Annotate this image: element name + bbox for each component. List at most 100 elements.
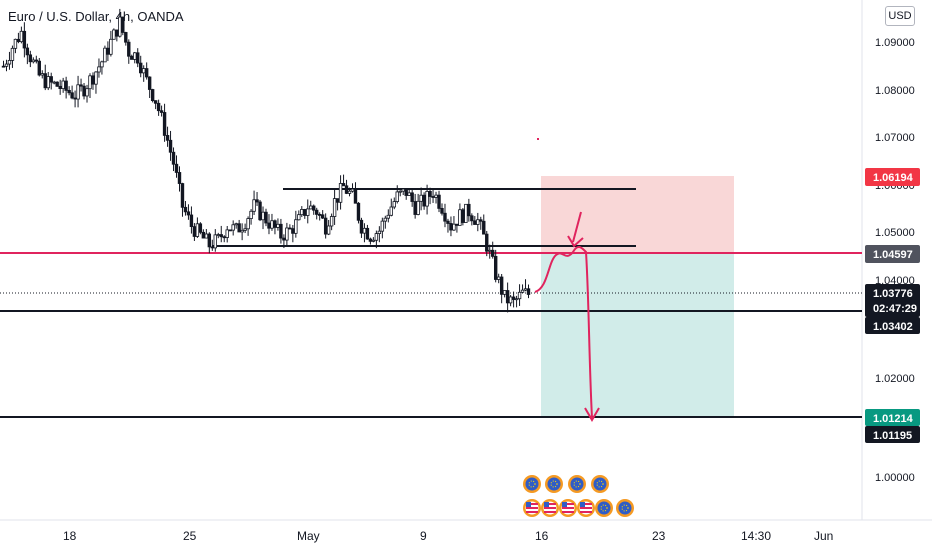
event-icons[interactable]	[523, 475, 634, 517]
projection-arrow-head	[584, 407, 600, 422]
price-badge-label: 1.01214	[873, 413, 914, 425]
candle-body	[255, 199, 259, 203]
candle-body	[10, 47, 15, 61]
candle-body	[156, 102, 161, 112]
candle-body	[88, 75, 92, 90]
candle-body	[368, 238, 373, 242]
eu-flag-icon[interactable]	[591, 475, 609, 493]
candle-body	[7, 60, 12, 65]
x-tick-label: 25	[183, 529, 197, 543]
candle-body	[162, 112, 167, 136]
candle-body	[124, 32, 128, 43]
candle-body	[416, 200, 420, 215]
candle-body	[13, 38, 18, 49]
candle-body	[464, 203, 468, 223]
candle-body	[19, 30, 24, 43]
candle-body	[332, 198, 337, 217]
x-tick-label: 23	[652, 529, 666, 543]
eu-flag-icon[interactable]	[523, 475, 541, 493]
x-tick-label: Jun	[814, 529, 833, 543]
candle-body	[362, 227, 367, 234]
us-flag-icon[interactable]	[577, 499, 595, 517]
candle-body	[216, 234, 220, 236]
price-badge-target-2: 1.01195	[865, 426, 920, 443]
x-tick-label: 9	[420, 529, 427, 543]
eu-flag-icon[interactable]	[545, 475, 563, 493]
candle-body	[222, 236, 226, 239]
candle-body	[461, 209, 465, 223]
candle-body	[449, 223, 453, 231]
candles-group	[1, 8, 531, 313]
candle-body	[467, 203, 471, 217]
candle-body	[347, 190, 352, 194]
candle-body	[288, 227, 292, 230]
candle-body	[523, 288, 528, 291]
candle-body	[496, 276, 501, 280]
candle-body	[207, 233, 212, 248]
candle-body	[147, 76, 152, 90]
candle-body	[76, 84, 80, 100]
candle-body	[115, 29, 119, 37]
y-tick-label: 1.05000	[875, 227, 915, 239]
candle-body	[243, 228, 247, 231]
candle-body	[505, 290, 510, 304]
candle-body	[139, 62, 143, 74]
projection-arrow-down-small	[567, 211, 584, 248]
candle-body	[273, 220, 277, 228]
candle-body	[103, 47, 107, 63]
take-profit-zone[interactable]	[541, 254, 734, 418]
candle-body	[58, 85, 62, 89]
candle-body	[249, 210, 253, 220]
candle-body	[479, 219, 483, 222]
candle-body	[419, 194, 423, 202]
price-badge-current: 1.03776 02:47:29	[865, 284, 920, 317]
candle-body	[341, 183, 346, 187]
candle-body	[79, 84, 83, 87]
projection-path[interactable]	[534, 245, 593, 419]
stop-loss-zone[interactable]	[541, 176, 734, 254]
candle-body	[112, 29, 116, 40]
marker-dot	[537, 138, 539, 140]
candle-body	[353, 188, 358, 204]
candle-body	[252, 199, 256, 212]
us-flag-icon[interactable]	[523, 499, 541, 517]
candle-body	[210, 246, 215, 249]
candle-body	[309, 205, 313, 210]
candle-body	[159, 110, 164, 113]
candle-body	[201, 231, 206, 239]
candle-body	[28, 54, 33, 63]
candle-body	[153, 100, 158, 104]
price-badge-label: 1.01195	[873, 430, 912, 442]
candle-body	[502, 290, 507, 295]
eu-flag-icon[interactable]	[595, 499, 613, 517]
candle-body	[186, 211, 191, 216]
candle-body	[374, 233, 379, 241]
candle-body	[225, 229, 229, 238]
candle-body	[431, 196, 435, 198]
us-flag-icon[interactable]	[541, 499, 559, 517]
candle-body	[192, 226, 197, 237]
candle-body	[231, 224, 235, 231]
candle-body	[141, 68, 146, 74]
eu-flag-icon[interactable]	[568, 475, 586, 493]
eu-flag-icon[interactable]	[616, 499, 634, 517]
candle-body	[344, 185, 349, 194]
candle-body	[297, 214, 301, 221]
candle-body	[282, 237, 286, 241]
candle-body	[189, 214, 194, 228]
candle-body	[165, 135, 170, 141]
candle-body	[16, 38, 21, 43]
candle-body	[270, 220, 274, 229]
candle-body	[317, 213, 322, 216]
candle-body	[174, 163, 179, 173]
currency-button[interactable]: USD	[885, 6, 915, 26]
candle-body	[303, 209, 307, 216]
candle-body	[383, 217, 388, 222]
y-tick-label: 1.07000	[875, 132, 915, 144]
candle-body	[291, 228, 295, 234]
candle-body	[404, 188, 408, 196]
us-flag-icon[interactable]	[559, 499, 577, 517]
chart-title: Euro / U.S. Dollar, 4h, OANDA	[8, 9, 184, 24]
countdown-label: 02:47:29	[873, 303, 917, 315]
